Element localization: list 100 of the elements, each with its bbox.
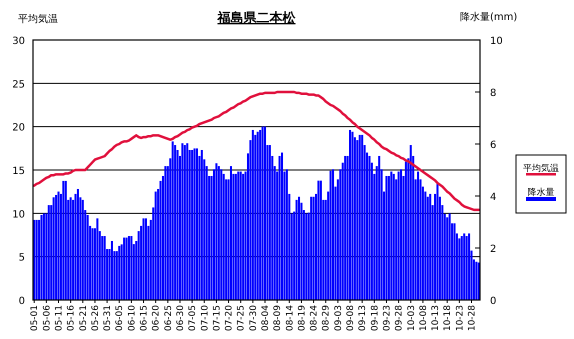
- x-tick-label: 07-10: [200, 304, 210, 332]
- bar: [385, 176, 388, 300]
- bar: [150, 220, 152, 300]
- bar: [398, 172, 400, 300]
- bar: [142, 218, 145, 300]
- x-tick-label: 06-05: [115, 305, 126, 332]
- bar: [157, 188, 160, 300]
- legend: 平均気温 降水量: [516, 154, 566, 214]
- bar: [123, 238, 126, 300]
- bar: [349, 130, 352, 300]
- bar: [441, 205, 444, 300]
- bar: [410, 145, 412, 300]
- bar: [296, 200, 298, 300]
- bar: [166, 166, 169, 300]
- bar: [468, 233, 470, 300]
- bar: [162, 176, 164, 300]
- bar: [280, 152, 284, 300]
- bar: [392, 174, 395, 300]
- bar: [147, 226, 150, 300]
- bar: [390, 172, 392, 300]
- x-tick-label: 06-25: [164, 305, 174, 332]
- bar: [60, 194, 62, 300]
- bar: [40, 214, 43, 300]
- bar: [334, 186, 336, 300]
- y-tick-label: 5: [18, 252, 25, 264]
- x-tick-label: 08-09: [273, 304, 284, 332]
- bar: [426, 196, 429, 300]
- bar: [320, 180, 322, 300]
- bar: [414, 179, 417, 300]
- bar: [466, 236, 468, 300]
- bar: [92, 228, 94, 300]
- x-tick-label: 05-16: [66, 304, 77, 332]
- bar: [317, 180, 320, 300]
- bar: [232, 174, 234, 300]
- bar: [312, 196, 315, 300]
- bar: [370, 162, 373, 300]
- bar: [380, 169, 383, 300]
- bar: [327, 192, 330, 300]
- chart-title: 福島県二本松: [216, 10, 296, 26]
- bar: [342, 162, 344, 300]
- bar: [45, 213, 48, 300]
- bar: [67, 200, 70, 300]
- bar: [417, 172, 420, 300]
- bar: [140, 226, 142, 300]
- y-tick-label: 10: [12, 209, 25, 220]
- bar: [152, 207, 154, 300]
- bar: [194, 148, 196, 300]
- bar: [344, 156, 346, 300]
- x-tick-label: 07-05: [188, 305, 198, 332]
- bar: [356, 140, 358, 300]
- x-tick-label: 09-03: [334, 305, 344, 332]
- bar: [368, 156, 370, 300]
- bar: [96, 218, 98, 300]
- bar: [373, 174, 376, 300]
- bar: [444, 214, 446, 300]
- bar: [79, 197, 82, 300]
- y2-tick-label: 4: [490, 192, 496, 203]
- y2-tick-label: 2: [490, 244, 496, 255]
- y2-tick-label: 6: [490, 140, 496, 151]
- bar: [472, 259, 475, 300]
- bar: [361, 134, 364, 300]
- y2-axis-title: 降水量(mm): [460, 11, 518, 23]
- bar: [300, 202, 302, 300]
- bar: [110, 240, 113, 300]
- bar: [178, 156, 181, 300]
- bar: [94, 228, 96, 300]
- bar: [42, 213, 45, 300]
- bar: [144, 218, 147, 300]
- bar: [108, 249, 111, 300]
- bar: [191, 150, 194, 300]
- x-tick-label: 05-01: [30, 305, 40, 332]
- bar: [256, 132, 259, 300]
- bar: [346, 156, 349, 300]
- x-tick-label: 06-10: [127, 304, 138, 332]
- bar: [50, 205, 52, 300]
- bar: [208, 176, 210, 300]
- x-tick-label: 05-21: [78, 305, 89, 332]
- bar: [222, 174, 225, 300]
- bar: [104, 236, 106, 300]
- bar: [351, 132, 354, 300]
- bar: [434, 194, 436, 300]
- bar: [249, 140, 252, 300]
- bar: [278, 156, 281, 300]
- bar: [412, 156, 414, 300]
- bar: [451, 223, 454, 300]
- bar: [135, 240, 138, 300]
- bar: [475, 262, 478, 300]
- bar: [376, 166, 378, 300]
- bar: [164, 166, 166, 300]
- bar: [336, 179, 339, 300]
- x-tick-label: 07-20: [224, 304, 235, 332]
- bar: [429, 194, 432, 300]
- bar: [84, 210, 86, 300]
- bar: [305, 213, 308, 300]
- bar: [364, 145, 366, 300]
- bar: [271, 156, 274, 300]
- y-tick-label: 15: [12, 166, 25, 177]
- bar: [366, 152, 368, 300]
- bar: [310, 196, 312, 300]
- bar: [72, 200, 74, 300]
